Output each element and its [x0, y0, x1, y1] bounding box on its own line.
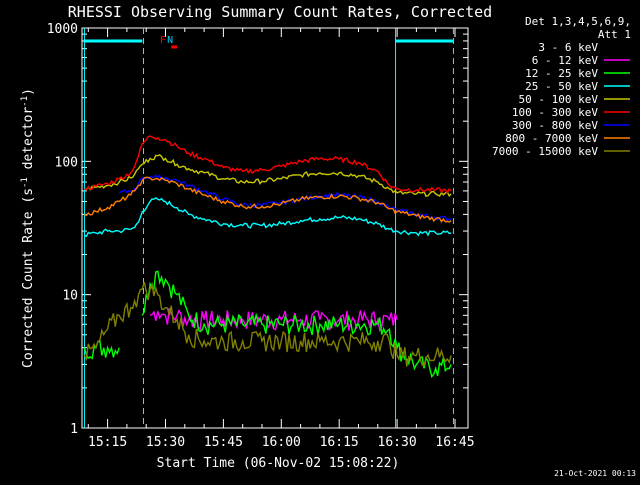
- flag-label: N: [167, 35, 173, 46]
- legend-label: 300 - 800 keV: [512, 119, 598, 132]
- series-50-100keV: [84, 153, 452, 197]
- y-tick-label: 100: [55, 155, 78, 170]
- series-25-50keV: [84, 196, 452, 238]
- legend-header-line-2: Att 1: [598, 28, 631, 41]
- x-tick-label: 16:45: [435, 435, 474, 450]
- y-tick-label: 10: [62, 289, 78, 304]
- x-tick-label: 15:15: [88, 435, 127, 450]
- y-axis-label: Corrected Count Rate (s-1 detector-1): [20, 88, 36, 368]
- series-300-800keV: [118, 174, 452, 222]
- legend-label: 100 - 300 keV: [512, 106, 598, 119]
- legend-label: 25 - 50 keV: [525, 80, 598, 93]
- footer-timestamp: 21-Oct-2021 00:13: [554, 469, 636, 478]
- series-line: [141, 270, 452, 379]
- series-line: [84, 135, 452, 195]
- series-100-300keV: [84, 135, 452, 195]
- plot-axes: 1 10 100 1000 15:15 15:30 15:45 16:00 16:15 16:3…: [47, 22, 475, 450]
- legend-header-line-1: Det 1,3,4,5,6,9,: [525, 15, 631, 28]
- x-tick-label: 15:45: [204, 435, 243, 450]
- x-axis-label: Start Time (06-Nov-02 15:08:22): [157, 456, 400, 471]
- legend-label: 3 - 6 keV: [538, 41, 598, 54]
- series-7000-15000keV: [83, 281, 452, 367]
- flag-label: F: [160, 35, 166, 46]
- y-tick-label: 1: [70, 422, 78, 437]
- legend-label: 800 - 7000 keV: [505, 132, 598, 145]
- x-tick-label: 15:30: [146, 435, 185, 450]
- y-tick-label: 1000: [47, 22, 78, 37]
- x-tick-label: 16:30: [378, 435, 417, 450]
- legend-label: 7000 - 15000 keV: [492, 145, 598, 158]
- series-line: [84, 176, 452, 224]
- series-12-25keV: [83, 270, 452, 379]
- series-line: [84, 153, 452, 197]
- series-line: [83, 340, 120, 360]
- legend-label: 12 - 25 keV: [525, 67, 598, 80]
- x-tick-label: 16:00: [262, 435, 301, 450]
- legend-label: 50 - 100 keV: [519, 93, 599, 106]
- series-line: [118, 174, 452, 222]
- chart-title: RHESSI Observing Summary Count Rates, Co…: [68, 3, 492, 21]
- x-tick-label: 16:15: [320, 435, 359, 450]
- series-800-7000keV: [84, 176, 452, 224]
- series-line: [84, 196, 452, 238]
- series-line: [83, 281, 452, 367]
- plot-frame: [81, 27, 469, 429]
- legend-label: 6 - 12 keV: [532, 54, 599, 67]
